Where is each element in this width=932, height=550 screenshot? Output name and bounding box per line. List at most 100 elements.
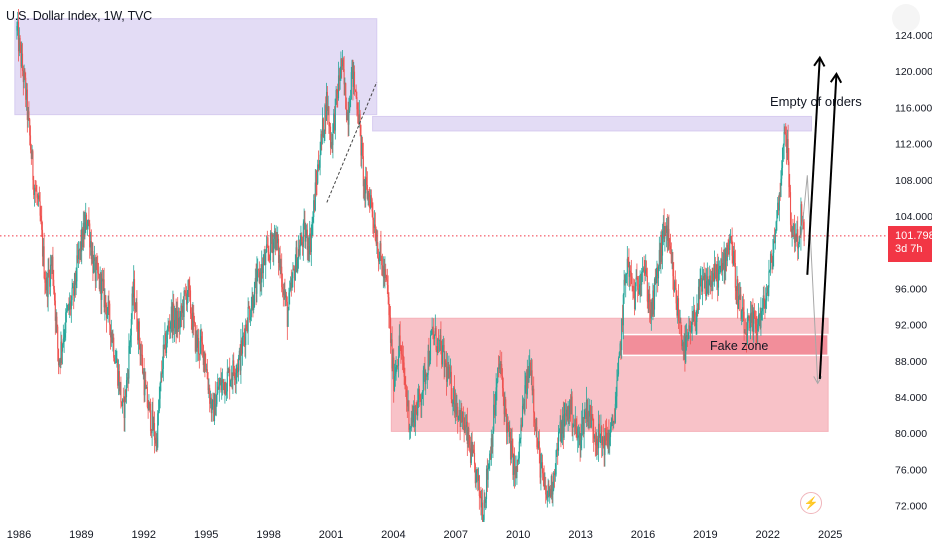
candle-body (504, 399, 506, 415)
candle-body (155, 437, 157, 444)
candle-body (635, 277, 637, 287)
candle-body (54, 300, 56, 321)
candle-body (696, 308, 698, 323)
candle-body (189, 290, 192, 314)
candle-body (161, 368, 164, 374)
candle-body (417, 402, 419, 416)
candle-body (630, 272, 632, 277)
candle-body (645, 268, 648, 276)
candle-body (41, 229, 44, 257)
candle-body (539, 449, 541, 478)
candle-body (642, 268, 644, 272)
candle-body (341, 58, 343, 67)
candle-body (442, 344, 444, 346)
candle-body (273, 231, 276, 239)
candle-body (706, 276, 708, 282)
candle-body (126, 377, 128, 381)
candle-body (580, 440, 582, 449)
candle-body (119, 382, 121, 392)
candle-body (128, 345, 130, 379)
candle-body (560, 421, 562, 443)
candle-body (710, 280, 712, 288)
candle-body (592, 417, 594, 431)
candle-body (139, 343, 141, 356)
candle-body (217, 386, 220, 390)
candle-body (456, 406, 458, 415)
candle-body (105, 295, 107, 305)
candle-body (629, 270, 632, 273)
candle-body (656, 267, 658, 277)
candle-body (637, 279, 639, 290)
candle-body (652, 290, 654, 315)
candle-body (286, 301, 288, 327)
candle-body (757, 324, 759, 331)
candle-body (115, 361, 117, 363)
candle-body (92, 250, 94, 274)
candle-body (797, 229, 799, 249)
candle-body (215, 404, 217, 416)
settings-icon[interactable] (892, 4, 920, 32)
candle-body (485, 468, 488, 499)
candle-body (484, 500, 486, 503)
candle-body (579, 431, 581, 449)
candle-body (526, 369, 528, 395)
candle-body (786, 139, 788, 153)
candle-body (53, 289, 56, 301)
candle-body (407, 400, 409, 407)
candle-body (454, 403, 456, 413)
candle-body (401, 353, 403, 355)
candle-body (446, 366, 448, 382)
candle-body (230, 378, 232, 381)
candle-body (597, 438, 599, 449)
candle-body (405, 388, 408, 400)
candle-body (240, 340, 242, 371)
candle-body (448, 366, 450, 379)
candle-body (794, 234, 796, 243)
candle-body (779, 193, 781, 198)
candle-body (469, 448, 472, 463)
candle-body (795, 234, 797, 241)
candle-body (661, 235, 663, 256)
candle-body (705, 281, 708, 296)
candle-body (278, 255, 280, 263)
candle-body (583, 416, 585, 435)
candle-body (99, 273, 101, 290)
candle-body (518, 441, 520, 459)
candle-body (109, 303, 111, 325)
candle-body (193, 321, 196, 324)
candle-body (730, 236, 732, 241)
candle-body (251, 295, 253, 308)
candle-body (506, 423, 508, 433)
candle-body (233, 372, 236, 379)
x-tick-label: 2022 (756, 529, 780, 541)
candle-body (33, 187, 36, 196)
candle-body (731, 240, 733, 256)
candle-body (669, 242, 671, 247)
candle-body (208, 388, 210, 391)
candle-body (236, 367, 238, 373)
candle-body (168, 326, 170, 328)
candle-body (249, 308, 251, 321)
candle-body (145, 379, 147, 389)
candle-body (691, 318, 693, 332)
candle-body (462, 411, 464, 428)
candle-body (234, 378, 236, 380)
candle-body (784, 131, 786, 134)
candle-body (612, 418, 614, 423)
candle-body (762, 295, 764, 308)
candle-body (614, 403, 616, 423)
candle-body (485, 498, 487, 503)
candle-body (773, 240, 775, 253)
fake-zone-label: Fake zone (710, 339, 768, 353)
candle-body (252, 295, 254, 311)
candle-body (83, 222, 85, 237)
candle-body (398, 335, 400, 357)
candle-body (322, 118, 324, 138)
candle-body (461, 408, 463, 423)
candle-body (587, 411, 589, 422)
candle-body (531, 370, 533, 391)
candle-body (364, 180, 366, 194)
candle-body (700, 278, 702, 280)
lightning-icon[interactable]: ⚡ (800, 492, 822, 514)
candle-body (315, 182, 317, 184)
